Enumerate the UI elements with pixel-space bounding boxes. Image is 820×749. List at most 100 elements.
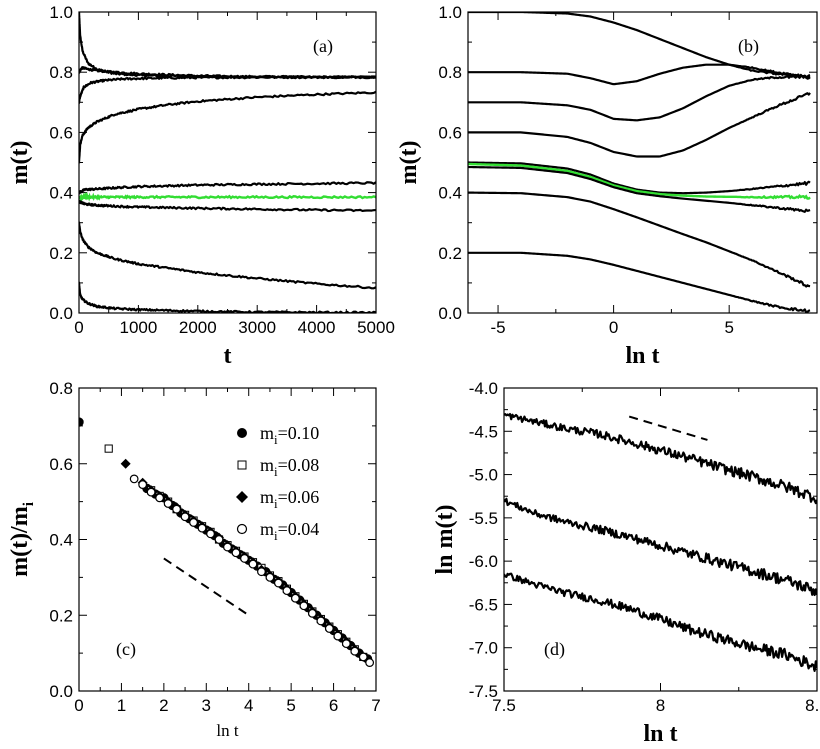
panel-c-point-open-circle xyxy=(248,559,258,569)
panel-a-ytick-label: 0.0 xyxy=(49,304,73,323)
legend-entry-label: mi=0.04 xyxy=(260,519,319,543)
panel-a-series-line xyxy=(79,181,376,195)
panel-b-series-line xyxy=(468,162,811,200)
panel-c-point-open-circle xyxy=(333,631,343,641)
panel-d-label: (d) xyxy=(544,639,565,660)
panel-b-ytick-label: 0.8 xyxy=(438,63,462,82)
panel-a-ytick-label: 0.4 xyxy=(49,184,73,203)
panel-b-ylabel: m(t) xyxy=(396,141,422,185)
panel-b-series-line xyxy=(468,74,811,122)
panel-b-series-line xyxy=(468,165,811,213)
legend-entry-label: mi=0.10 xyxy=(260,423,319,447)
panel-a-ytick-label: 0.6 xyxy=(49,123,73,142)
panel-a-series-line xyxy=(79,221,376,290)
panel-c-point-open-circle xyxy=(214,535,224,544)
panel-c-xtick-label: 2 xyxy=(159,696,168,715)
panel-d-ytick-label: -5.5 xyxy=(469,509,498,528)
panel-c-ytick-label: 0.4 xyxy=(49,531,73,550)
panel-a-ytick-label: 1.0 xyxy=(49,3,73,22)
panel-d-ytick-label: -4.0 xyxy=(469,379,498,398)
panel-c-point-open-circle xyxy=(265,572,275,582)
panel-d: 7.5 8 8.5 -7.5 -7.0 -6.5 -6.0 -5.5 -5.0 -4.5 -4.0 (… xyxy=(432,379,820,747)
panel-a-xtick-label: 0 xyxy=(74,318,83,337)
panel-d-series-line xyxy=(504,497,817,597)
panel-a-xtick-label: 3000 xyxy=(238,318,276,337)
panel-c-label: (c) xyxy=(116,639,136,660)
panel-a-ytick-label: 0.2 xyxy=(49,244,73,263)
panel-b-series-line xyxy=(468,161,811,195)
panel-c-plot-area xyxy=(79,417,375,667)
panel-c-ytick-label: 0.6 xyxy=(49,455,73,474)
panel-d-ytick-label: -4.5 xyxy=(469,422,498,441)
panel-c-point-open-circle xyxy=(274,578,283,588)
panel-a-ytick-label: 0.8 xyxy=(49,63,73,82)
panel-d-ytick-label: -5.0 xyxy=(469,466,498,485)
panel-c-point-open-circle xyxy=(206,529,215,539)
panel-b-ytick-label: 0.2 xyxy=(438,244,462,263)
panel-b-label: (b) xyxy=(738,36,759,57)
panel-b-ytick-label: 0.4 xyxy=(438,184,462,203)
panel-c-point-open-circle xyxy=(324,624,334,633)
panel-d-xlabel: ln t xyxy=(643,721,677,747)
panel-c-point-open-circle xyxy=(341,639,351,649)
panel-d-ytick-label: -6.0 xyxy=(469,552,498,571)
panel-b-series-line xyxy=(468,92,811,158)
panel-c-point-open-circle xyxy=(350,646,360,656)
panel-b-frame xyxy=(467,11,818,314)
panel-d-xtick-label: 8.5 xyxy=(805,696,820,715)
panel-a-xtick-label: 2000 xyxy=(179,318,217,337)
legend-entry-label: mi=0.06 xyxy=(260,487,319,511)
panel-d-xtick-label: 7.5 xyxy=(492,696,516,715)
panel-c-point-open-circle xyxy=(282,586,292,596)
panel-b-series-line xyxy=(468,251,811,313)
panel-c-ytick-label: 0.2 xyxy=(49,606,73,625)
panel-b: -5 0 5 0.0 0.2 0.4 0.6 0.8 1.0 (b) ln t m(t) xyxy=(396,3,818,369)
legend-entry-label: mi=0.08 xyxy=(260,455,319,479)
panel-a-frame xyxy=(78,11,377,314)
panel-d-ytick-label: -6.5 xyxy=(469,595,498,614)
panel-d-frame xyxy=(503,387,818,692)
panel-a-series-line xyxy=(79,75,376,105)
panel-c-frame xyxy=(78,387,377,692)
panel-a-xlabel: t xyxy=(224,343,232,369)
panel-c-point-open-circle xyxy=(172,504,181,514)
panel-c-point-open-circle xyxy=(240,554,249,563)
panel-a: 0 1000 2000 3000 4000 5000 0.0 0.2 0.4 0.6 0.8 1.0 (… xyxy=(7,3,395,369)
panel-c-point-open-circle xyxy=(307,608,317,618)
panel-d-series-line xyxy=(504,413,817,505)
panel-a-plot-area xyxy=(79,12,376,313)
panel-c-point-open-circle xyxy=(146,487,156,497)
panel-b-plot-area xyxy=(468,12,811,313)
panel-c-point-open-circle xyxy=(299,601,309,611)
panel-a-label: (a) xyxy=(313,36,333,57)
panel-c-xtick-label: 3 xyxy=(202,696,211,715)
panel-c-point-open-circle xyxy=(180,512,190,522)
panel-c-point-open-circle xyxy=(223,542,232,552)
panel-c-xlabel: ln t xyxy=(216,721,238,740)
panel-b-series-line xyxy=(468,63,811,86)
panel-c-ytick-label: 0.0 xyxy=(49,682,73,701)
panel-c-ytick-label: 0.8 xyxy=(49,379,73,398)
legend-marker-open-circle xyxy=(236,523,248,535)
panel-b-xtick-label: 5 xyxy=(724,318,733,337)
panel-b-ytick-label: 0.0 xyxy=(438,304,462,323)
panel-a-xtick-label: 1000 xyxy=(119,318,157,337)
panel-c-xtick-label: 5 xyxy=(286,696,295,715)
panel-d-reference-dashed-line xyxy=(628,415,708,441)
panel-a-xtick-label: 4000 xyxy=(298,318,336,337)
panel-c-point-open-circle xyxy=(138,480,148,489)
panel-c-point-open-circle xyxy=(257,567,266,577)
panel-c-xtick-label: 1 xyxy=(117,696,126,715)
panel-c-point-open-circle xyxy=(316,616,326,626)
panel-c-reference-dashed-line xyxy=(163,557,250,617)
panel-c-point-open-circle xyxy=(290,593,300,603)
panel-c-point-open-circle xyxy=(365,658,375,667)
panel-b-ytick-label: 0.6 xyxy=(438,123,462,142)
panel-c-point-open-circle xyxy=(155,493,165,503)
panel-d-ylabel: ln m(t) xyxy=(432,505,458,575)
panel-c-point-open-circle xyxy=(231,548,241,558)
panel-c-point-open-circle xyxy=(358,652,368,662)
panel-a-series-line xyxy=(79,199,376,213)
panel-d-xtick-label: 8 xyxy=(656,696,665,715)
panel-c-point-filled-diamond xyxy=(120,458,131,469)
